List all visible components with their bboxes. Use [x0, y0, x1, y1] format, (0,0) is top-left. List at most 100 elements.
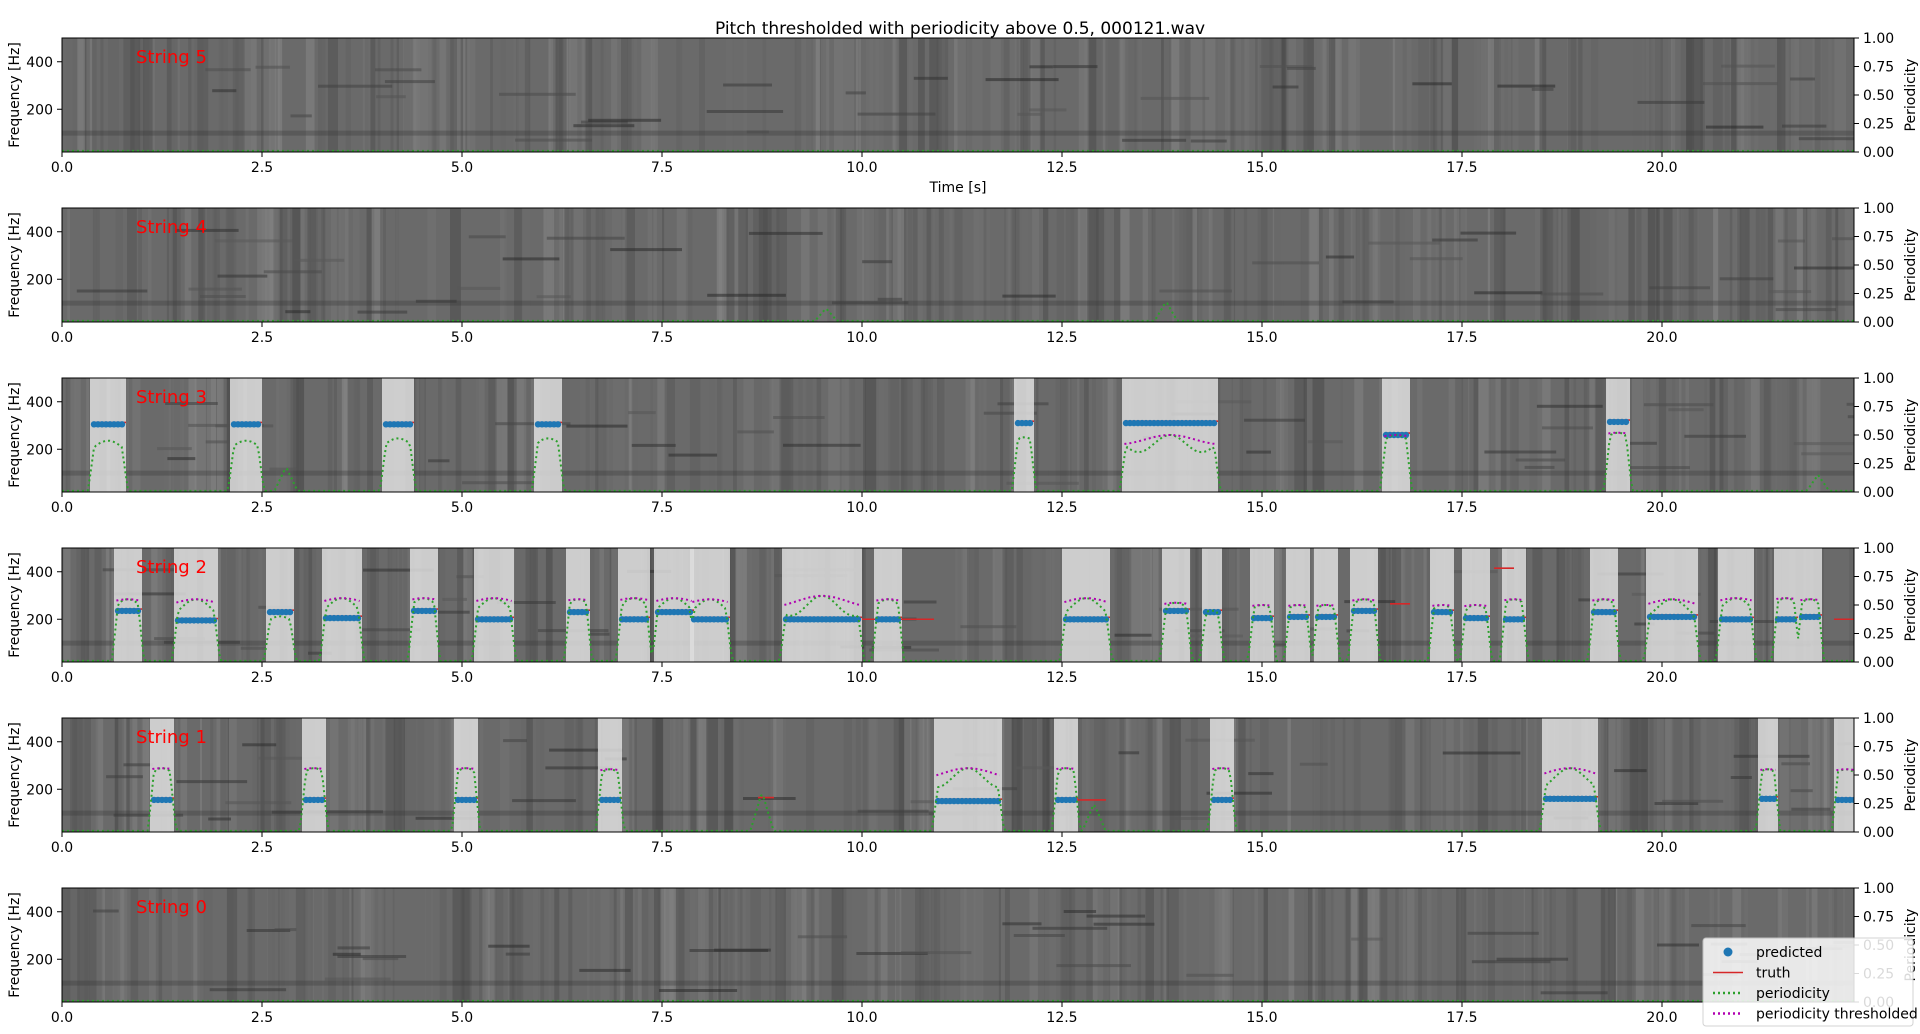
note-column: [1054, 718, 1078, 832]
texture-stripe: [1227, 548, 1237, 662]
texture-stripe: [1312, 718, 1321, 832]
texture-stripe: [385, 888, 393, 1002]
texture-stripe: [904, 378, 913, 492]
texture-stripe: [374, 38, 378, 152]
texture-stripe: [699, 38, 705, 152]
texture-band: [743, 797, 796, 800]
texture-stripe: [77, 38, 85, 152]
note-column: [654, 548, 694, 662]
texture-stripe: [999, 888, 1005, 1002]
texture-stripe: [1406, 38, 1412, 152]
spectrogram: [62, 548, 1854, 662]
texture-stripe: [1002, 548, 1008, 662]
string-label: String 3: [136, 387, 207, 408]
texture-stripe: [718, 888, 728, 1002]
texture-stripe: [922, 378, 933, 492]
texture-stripe: [304, 208, 308, 322]
texture-band: [363, 568, 434, 572]
texture-stripe: [1423, 548, 1428, 662]
y2-tick-label: 0.00: [1863, 145, 1894, 161]
texture-stripe: [772, 718, 777, 832]
texture-stripe: [634, 38, 638, 152]
x-tick-label: 20.0: [1646, 160, 1677, 176]
texture-stripe: [1262, 38, 1274, 152]
y-axis-label: Frequency [Hz]: [7, 42, 23, 148]
texture-stripe: [252, 718, 257, 832]
periodicity-line: [62, 431, 1854, 492]
texture-stripe: [1205, 38, 1216, 152]
texture-band: [1719, 277, 1774, 281]
texture-stripe: [72, 718, 78, 832]
texture-stripe: [1164, 888, 1169, 1002]
texture-stripe: [733, 38, 744, 152]
texture-stripe: [1567, 38, 1571, 152]
texture-stripe: [353, 888, 359, 1002]
y2-axis-label: Periodicity: [1903, 569, 1919, 642]
y2-tick-label: 1.00: [1863, 31, 1894, 47]
texture-stripe: [348, 888, 360, 1002]
texture-stripe: [1036, 718, 1044, 832]
texture-stripe: [396, 208, 408, 322]
texture-stripe: [381, 208, 386, 322]
texture-stripe: [209, 208, 215, 322]
note-column: [690, 548, 730, 662]
texture-stripe: [279, 718, 290, 832]
texture-stripe: [1242, 378, 1252, 492]
texture-stripe: [1825, 208, 1832, 322]
texture-stripe: [820, 38, 830, 152]
texture-stripe: [1032, 208, 1039, 322]
texture-stripe: [750, 888, 761, 1002]
texture-stripe: [1055, 378, 1067, 492]
texture-band: [1703, 82, 1778, 86]
texture-band: [1798, 137, 1854, 141]
texture-stripe: [1567, 548, 1573, 662]
texture-stripe: [676, 208, 688, 322]
x-tick-label: 17.5: [1446, 160, 1477, 176]
texture-band: [357, 310, 408, 314]
texture-band: [337, 946, 370, 950]
texture-stripe: [772, 378, 778, 492]
texture-stripe: [1511, 378, 1519, 492]
texture-band: [307, 810, 383, 814]
texture-stripe: [816, 378, 822, 492]
texture-stripe: [895, 888, 900, 1002]
texture-stripe: [1169, 718, 1181, 832]
texture-band: [502, 257, 560, 261]
texture-stripe: [611, 38, 621, 152]
texture-stripe: [1116, 548, 1122, 662]
texture-stripe: [1806, 378, 1811, 492]
texture-stripe: [71, 718, 78, 832]
texture-stripe: [210, 718, 214, 832]
periodicity-thresholded-line: [476, 597, 512, 602]
y2-tick-label: 0.00: [1863, 825, 1894, 841]
texture-stripe: [794, 378, 799, 492]
note-column: [934, 718, 1002, 832]
texture-stripe: [1222, 888, 1233, 1002]
texture-stripe: [195, 378, 206, 492]
texture-stripe: [675, 888, 685, 1002]
texture-stripe: [1674, 38, 1678, 152]
texture-stripe: [866, 38, 874, 152]
texture-band: [1540, 292, 1604, 296]
texture-stripe: [333, 378, 337, 492]
texture-stripe: [1168, 888, 1179, 1002]
x-tick-label: 0.0: [51, 840, 73, 856]
texture-stripe: [79, 718, 85, 832]
y-tick-label: 200: [26, 442, 53, 458]
texture-stripe: [203, 208, 213, 322]
texture-stripe: [245, 208, 249, 322]
texture-stripe: [299, 548, 309, 662]
y2-tick-label: 0.50: [1863, 258, 1894, 274]
texture-stripe: [324, 888, 336, 1002]
texture-stripe: [1275, 378, 1282, 492]
texture-band: [1186, 973, 1234, 977]
x-tick-label: 0.0: [51, 330, 73, 346]
texture-stripe: [1577, 548, 1584, 662]
texture-stripe: [1760, 208, 1768, 322]
texture-band: [1002, 922, 1042, 926]
texture-stripe: [1236, 38, 1241, 152]
texture-band: [1002, 294, 1056, 298]
texture-stripe: [1354, 378, 1364, 492]
texture-stripe: [439, 888, 447, 1002]
texture-stripe: [324, 718, 331, 832]
